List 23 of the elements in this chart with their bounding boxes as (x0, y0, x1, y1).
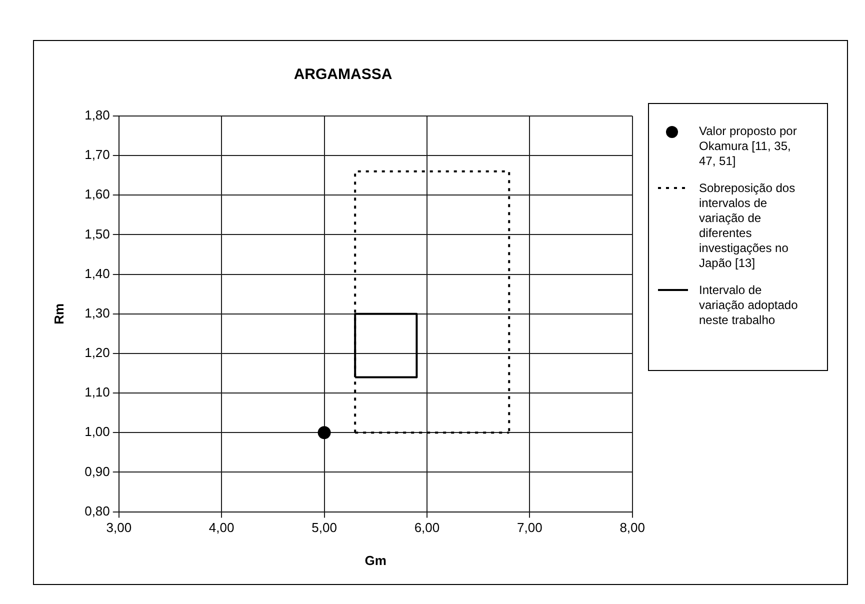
x-tick-label: 8,00 (620, 520, 646, 536)
y-tick-label: 1,50 (84, 226, 110, 242)
y-tick-label: 1,00 (84, 424, 110, 440)
x-tick-label: 6,00 (414, 520, 440, 536)
y-tick-label: 1,20 (84, 345, 110, 360)
y-tick-label: 1,60 (84, 186, 110, 202)
x-axis-title: Gm (364, 552, 386, 568)
legend-label: Valor proposto por Okamura [11, 35, 47, 51] (699, 124, 798, 169)
y-tick-label: 1,40 (84, 266, 110, 281)
legend-label: Intervalo de variação adoptado neste trabalho (699, 283, 799, 328)
chart-title: ARGAMASSA (294, 66, 392, 84)
y-tick-label: 0,90 (84, 464, 110, 479)
y-tick-label: 1,70 (84, 147, 110, 162)
y-tick-label: 0,80 (84, 503, 110, 518)
x-tick-label: 4,00 (208, 520, 234, 536)
x-tick-label: 3,00 (106, 520, 132, 536)
y-axis-title: Rm (51, 303, 66, 324)
y-tick-label: 1,80 (84, 108, 110, 123)
y-tick-label: 1,30 (84, 305, 110, 320)
x-tick-label: 5,00 (312, 520, 337, 536)
y-tick-label: 1,10 (84, 384, 110, 400)
legend-label: Sobreposição dos intervalos de variação de diferentes investigações no Japão [13] (699, 181, 796, 271)
x-tick-label: 7,00 (517, 520, 542, 536)
